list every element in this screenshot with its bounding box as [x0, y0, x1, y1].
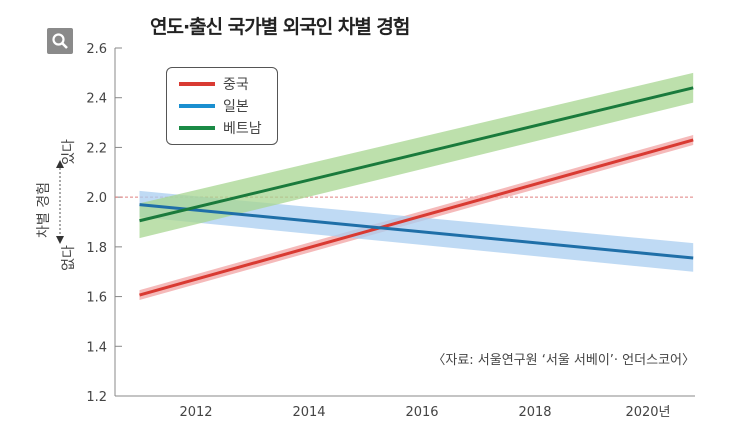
- legend: 중국 일본 베트남: [166, 67, 278, 145]
- legend-label: 중국: [223, 77, 249, 93]
- legend-swatch: [179, 126, 215, 130]
- x-tick-label: 2014: [292, 405, 325, 420]
- y-tick-label: 1.8: [86, 241, 107, 256]
- y-tick-label: 1.6: [86, 291, 107, 306]
- y-tick-label: 2.0: [86, 191, 107, 206]
- chart-title: 연도·출신 국가별 외국인 차별 경험: [150, 16, 410, 38]
- arrow-up-icon: [56, 160, 64, 168]
- legend-label: 베트남: [223, 121, 262, 137]
- y-annotation-top: 있다: [61, 139, 77, 165]
- source-note: 〈자료: 서울연구원 ‘서울 서베이’· 언더스코어〉: [432, 353, 695, 368]
- series-line: [139, 203, 694, 260]
- series-line: [139, 86, 694, 223]
- legend-label: 일본: [223, 99, 249, 115]
- legend-swatch: [179, 82, 215, 86]
- y-axis-label: 차별 경험: [36, 182, 52, 238]
- legend-item: 중국: [179, 73, 277, 95]
- y-tick-label: 1.2: [86, 390, 107, 405]
- x-tick-label: 2012: [179, 405, 212, 420]
- legend-swatch: [179, 104, 215, 108]
- x-tick-label: 2018: [518, 405, 551, 420]
- series-line: [139, 138, 694, 297]
- magnifier-icon: [52, 33, 68, 49]
- y-tick-label: 2.6: [86, 42, 107, 57]
- y-tick-label: 2.2: [86, 141, 107, 156]
- x-tick-label: 2020년: [625, 405, 670, 420]
- legend-item: 일본: [179, 95, 277, 117]
- y-tick-label: 1.4: [86, 340, 107, 355]
- legend-item: 베트남: [179, 117, 277, 139]
- zoom-button[interactable]: [47, 28, 73, 54]
- y-tick-label: 2.4: [86, 92, 107, 107]
- arrow-down-icon: [56, 236, 64, 244]
- x-tick-label: 2016: [405, 405, 438, 420]
- y-annotation-bottom: 없다: [61, 245, 77, 271]
